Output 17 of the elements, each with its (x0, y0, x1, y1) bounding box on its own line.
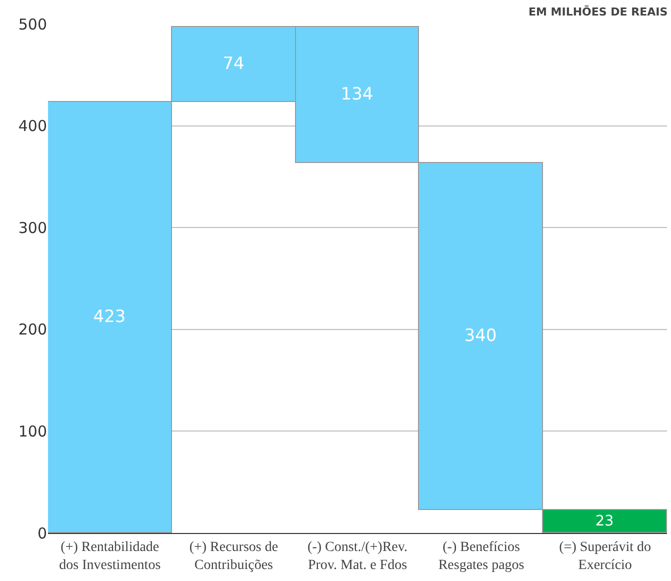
data-label: 423 (93, 307, 126, 327)
x-tick-label: (-) Benefícios Resgates pagos (438, 540, 524, 573)
y-tick-label: 200 (18, 320, 47, 339)
data-label: 23 (595, 513, 614, 530)
x-tick-label: (-) Const./(+)Rev. Prov. Mat. e Fdos (308, 540, 408, 573)
y-tick-label: 400 (18, 117, 47, 136)
y-tick-label: 0 (37, 524, 47, 542)
chart-title: EM MILHÕES DE REAIS (528, 4, 668, 18)
data-label: 340 (464, 326, 497, 346)
y-tick-label: 500 (18, 15, 47, 34)
data-label: 134 (340, 84, 374, 104)
x-tick-label: (=) Superávit do Exercício (559, 540, 652, 573)
x-tick-label: (+) Recursos de Contribuições (189, 540, 278, 573)
y-tick-label: 300 (18, 218, 47, 237)
data-label: 74 (222, 54, 244, 74)
x-tick-label: (+) Rentabilidade dos Investimentos (59, 540, 161, 573)
y-tick-label: 100 (18, 422, 47, 440)
